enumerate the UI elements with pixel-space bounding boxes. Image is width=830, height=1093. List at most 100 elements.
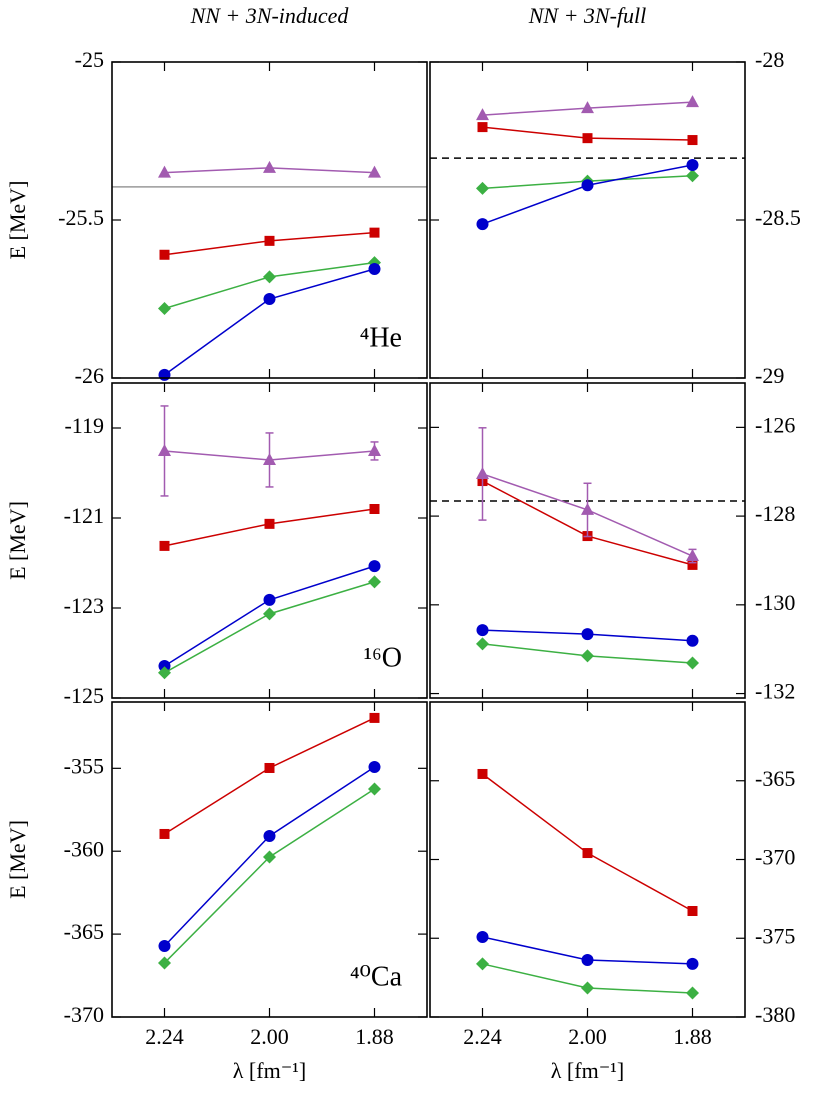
marker [476, 930, 489, 943]
nucleus-label: ⁴⁰Ca [350, 961, 403, 992]
series-line [482, 164, 693, 225]
marker [581, 101, 594, 114]
y-tick-label: -123 [64, 593, 104, 618]
marker [686, 169, 699, 183]
marker [687, 135, 698, 146]
x-tick-label: 1.88 [355, 1024, 394, 1049]
y-tick-label: -126 [755, 412, 795, 437]
marker [263, 593, 276, 606]
y-tick-label: -370 [755, 845, 795, 870]
marker [159, 828, 170, 839]
marker [581, 502, 594, 515]
marker [158, 301, 171, 315]
marker [263, 270, 276, 284]
marker [686, 549, 699, 562]
y-tick-label: -29 [755, 363, 784, 388]
marker [368, 262, 381, 275]
marker [158, 956, 171, 970]
marker [476, 181, 489, 195]
y-tick-label: -365 [64, 919, 104, 944]
marker [263, 293, 276, 305]
series-line [482, 773, 693, 912]
marker [369, 504, 380, 514]
marker [368, 782, 381, 796]
marker [686, 95, 699, 108]
x-axis-label: λ [fm⁻¹] [551, 1058, 624, 1083]
marker [582, 848, 593, 859]
marker [686, 159, 699, 172]
marker [263, 607, 276, 621]
panel-frame [111, 382, 428, 699]
y-axis-label: E [MeV] [5, 501, 30, 580]
marker [264, 235, 275, 246]
x-axis-label: λ [fm⁻¹] [233, 1058, 306, 1083]
y-tick-label: -26 [75, 363, 104, 388]
marker [264, 518, 275, 529]
y-tick-label: -380 [755, 1002, 795, 1027]
y-tick-label: -360 [64, 836, 104, 861]
nucleus-label: ¹⁶O [364, 642, 402, 673]
marker [477, 768, 488, 779]
marker [581, 953, 594, 966]
y-axis-label: E [MeV] [5, 181, 30, 260]
marker [476, 957, 489, 971]
y-tick-label: -25 [75, 47, 104, 72]
x-tick-label: 2.00 [568, 1024, 607, 1049]
marker [158, 443, 171, 456]
nucleus-label: ⁴He [360, 322, 402, 353]
x-tick-label: 1.88 [673, 1024, 712, 1049]
marker [263, 160, 276, 173]
x-tick-label: 2.24 [463, 1024, 502, 1049]
marker [158, 660, 171, 673]
y-tick-label: -375 [755, 923, 795, 948]
marker [476, 466, 489, 479]
x-tick-label: 2.00 [250, 1024, 289, 1049]
marker [368, 560, 381, 573]
panel-frame [429, 61, 746, 379]
marker [477, 122, 488, 133]
marker [158, 940, 171, 953]
y-tick-label: -128 [755, 501, 795, 526]
y-tick-label: -121 [64, 503, 104, 528]
column-title: NN + 3N-full [528, 3, 647, 28]
marker [158, 368, 171, 381]
panel-frame [111, 701, 428, 1018]
y-tick-label: -28.5 [755, 205, 801, 230]
marker [581, 628, 594, 641]
marker [369, 227, 380, 238]
marker [263, 452, 276, 465]
y-tick-label: -132 [755, 679, 795, 704]
y-tick-label: -365 [755, 766, 795, 791]
panel-frame [429, 701, 746, 1018]
marker [686, 986, 699, 1000]
y-tick-label: -25.5 [58, 205, 104, 230]
marker [158, 666, 171, 680]
marker [476, 108, 489, 121]
marker [581, 179, 594, 192]
marker [159, 249, 170, 260]
y-tick-label: -119 [64, 413, 104, 438]
y-tick-label: -370 [64, 1002, 104, 1027]
y-axis-label: E [MeV] [5, 820, 30, 899]
marker [476, 624, 489, 637]
marker [158, 165, 171, 178]
marker [476, 637, 489, 651]
marker [686, 656, 699, 670]
marker [686, 957, 699, 970]
marker [368, 575, 381, 589]
marker [581, 649, 594, 663]
panel-frame [111, 61, 428, 379]
marker [368, 443, 381, 456]
marker [263, 829, 276, 842]
y-tick-label: -125 [64, 683, 104, 708]
marker [368, 165, 381, 178]
y-tick-label: -130 [755, 590, 795, 615]
marker [263, 850, 276, 864]
y-tick-label: -355 [64, 753, 104, 778]
y-tick-label: -28 [755, 47, 784, 72]
x-tick-label: 2.24 [145, 1024, 184, 1049]
column-title: NN + 3N-induced [190, 3, 350, 28]
marker [686, 634, 699, 647]
marker [369, 712, 380, 723]
marker [687, 906, 698, 917]
